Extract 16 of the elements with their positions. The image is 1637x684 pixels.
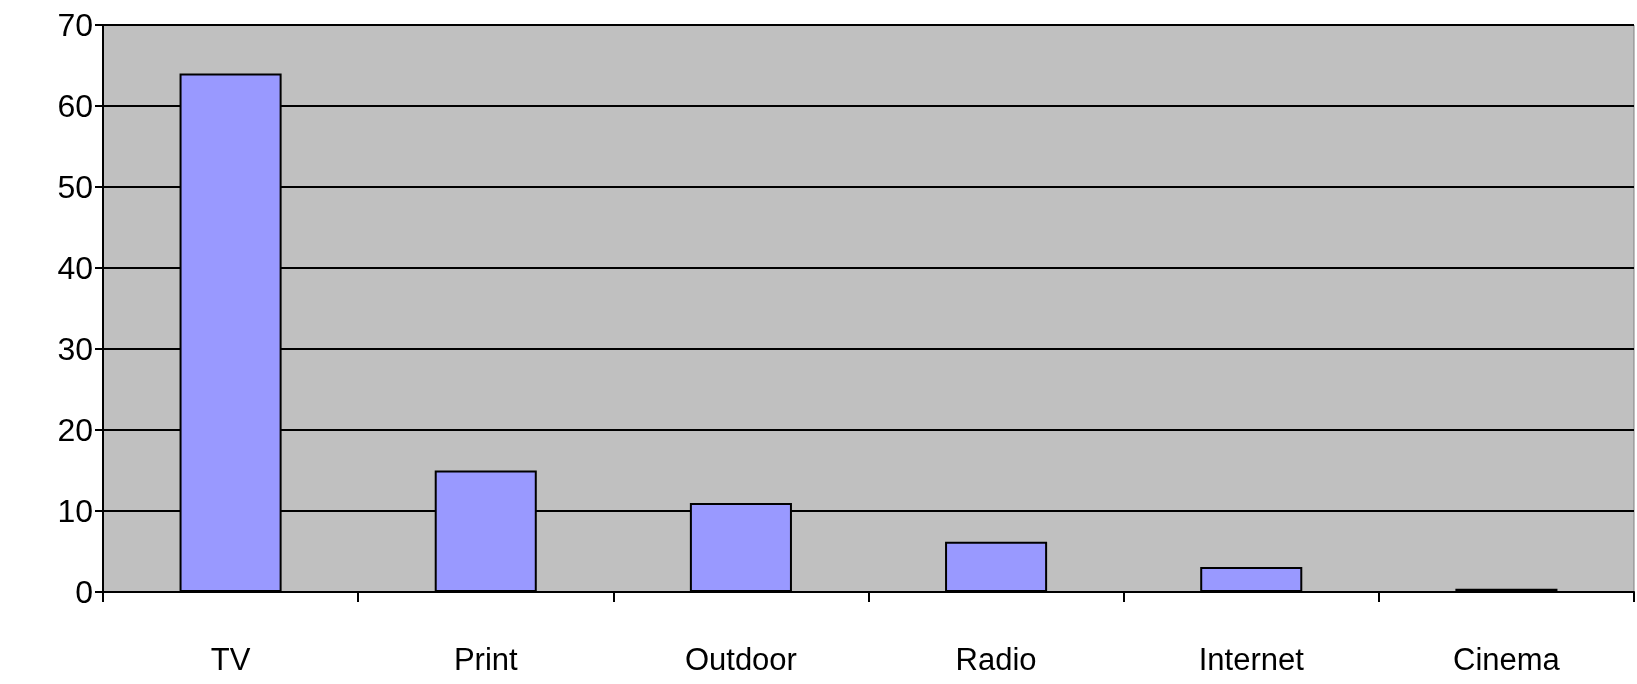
x-tick-label: Outdoor <box>684 642 797 677</box>
y-tick-label: 60 <box>57 88 93 124</box>
x-tick-label: TV <box>210 642 251 677</box>
x-tick-label: Radio <box>955 642 1037 677</box>
bar <box>945 541 1048 592</box>
y-tick-label: 30 <box>57 331 93 367</box>
bar <box>1200 566 1303 592</box>
x-tick-label: Internet <box>1198 642 1305 677</box>
y-tick-label: 0 <box>75 574 93 610</box>
x-tick-label: Cinema <box>1453 642 1561 677</box>
y-tick-label: 70 <box>57 7 93 43</box>
y-tick-label: 50 <box>57 169 93 205</box>
y-tick-label: 20 <box>57 412 93 448</box>
x-tick-label: Print <box>453 642 518 677</box>
y-tick-label: 40 <box>57 250 93 286</box>
y-tick-label: 10 <box>57 493 93 529</box>
